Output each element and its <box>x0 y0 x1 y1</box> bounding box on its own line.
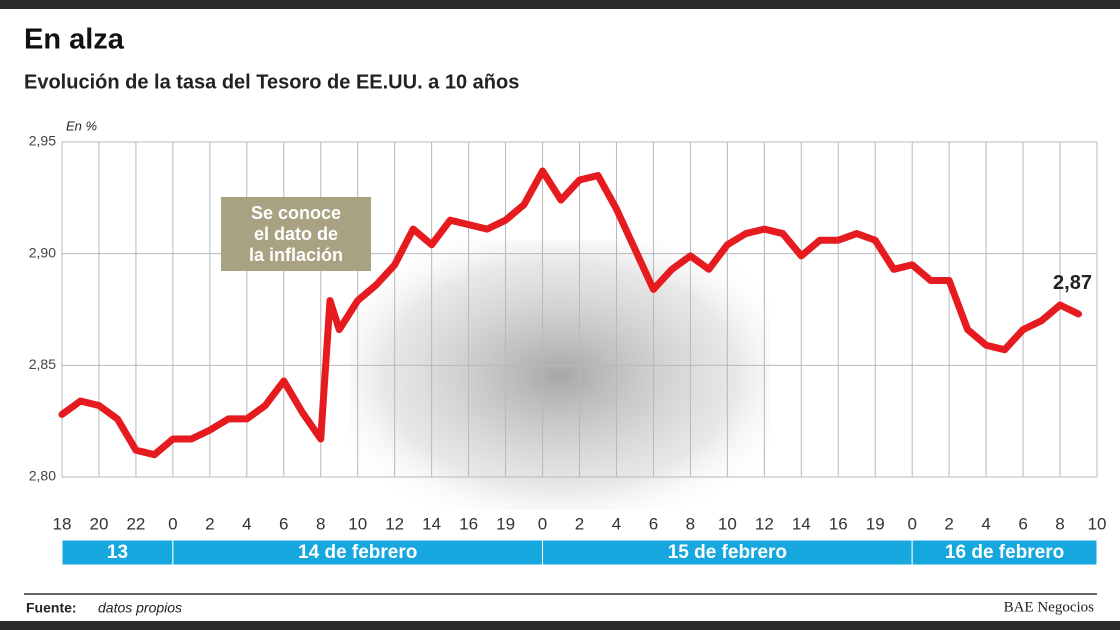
day-band <box>911 539 1098 566</box>
y-tick-label: 2,80 <box>29 468 56 484</box>
x-tick-label: 0 <box>538 514 547 533</box>
x-tick-label: 19 <box>866 514 885 533</box>
day-label: 16 de febrero <box>945 542 1064 563</box>
x-tick-label: 16 <box>459 514 478 533</box>
x-tick-label: 8 <box>316 514 325 533</box>
x-tick-label: 8 <box>686 514 695 533</box>
day-band <box>172 539 544 566</box>
annotation-text: Se conoce <box>251 203 341 223</box>
x-tick-label: 18 <box>53 514 72 533</box>
y-tick-label: 2,90 <box>29 244 56 260</box>
x-tick-label: 10 <box>1088 514 1107 533</box>
end-label: 2,87 <box>1053 272 1092 294</box>
x-tick-label: 14 <box>792 514 811 533</box>
top-bar <box>0 0 1120 9</box>
x-tick-label: 2 <box>575 514 584 533</box>
bottom-bar <box>0 621 1120 630</box>
x-tick-label: 4 <box>612 514 621 533</box>
x-tick-label: 19 <box>496 514 515 533</box>
x-tick-label: 4 <box>242 514 251 533</box>
day-band <box>61 539 174 566</box>
x-tick-label: 6 <box>1018 514 1027 533</box>
day-label: 13 <box>107 542 128 563</box>
day-band <box>542 539 913 566</box>
x-tick-label: 20 <box>90 514 109 533</box>
x-tick-label: 0 <box>907 514 916 533</box>
source: datos propios <box>98 600 182 616</box>
x-tick-label: 8 <box>1055 514 1064 533</box>
data-line <box>58 167 1083 459</box>
x-tick-label: 10 <box>718 514 737 533</box>
x-tick-label: 16 <box>829 514 848 533</box>
day-label: 14 de febrero <box>298 542 417 563</box>
day-label: 15 de febrero <box>668 542 787 563</box>
x-tick-label: 0 <box>168 514 177 533</box>
x-tick-label: 12 <box>755 514 774 533</box>
x-tick-label: 2 <box>944 514 953 533</box>
x-tick-label: 12 <box>385 514 404 533</box>
x-tick-label: 6 <box>279 514 288 533</box>
y-tick-label: 2,95 <box>29 133 56 149</box>
annotation-text: el dato de <box>254 224 338 244</box>
x-tick-label: 22 <box>126 514 145 533</box>
x-tick-label: 2 <box>205 514 214 533</box>
credit: BAE Negocios <box>1004 599 1095 615</box>
chart-title: En alza <box>24 24 125 56</box>
unit-label: En % <box>66 118 97 133</box>
annotation-box <box>221 197 371 271</box>
source-label: Fuente: <box>26 600 77 616</box>
background-photo <box>350 240 770 510</box>
annotation-text: la inflación <box>249 245 343 265</box>
y-tick-label: 2,85 <box>29 356 56 372</box>
x-tick-label: 6 <box>649 514 658 533</box>
x-tick-label: 4 <box>981 514 990 533</box>
x-tick-label: 10 <box>348 514 367 533</box>
chart-subtitle: Evolución de la tasa del Tesoro de EE.UU… <box>24 71 519 93</box>
x-tick-label: 14 <box>422 514 441 533</box>
